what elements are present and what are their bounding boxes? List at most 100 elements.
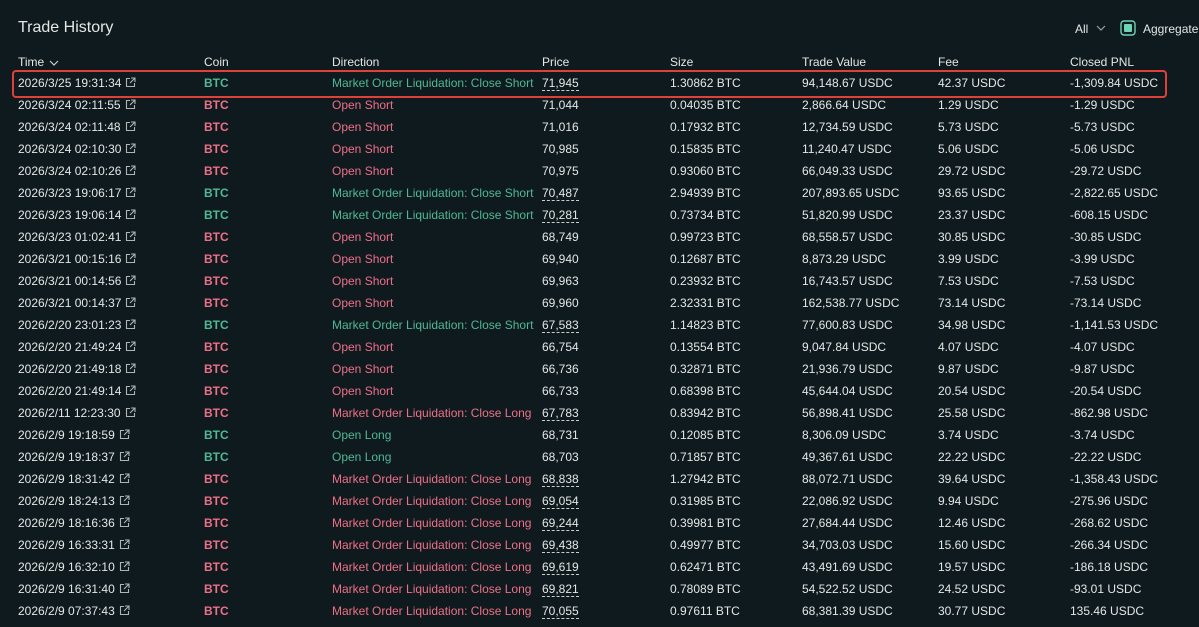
time: 2026/3/21 00:14:56	[18, 274, 122, 288]
time: 2026/3/24 02:10:26	[18, 164, 122, 178]
closed-pnl: -268.62 USDC	[1070, 516, 1149, 530]
direction: Open Short	[332, 252, 394, 266]
closed-pnl: -3.99 USDC	[1070, 252, 1135, 266]
fee: 15.60 USDC	[938, 538, 1006, 552]
coin: BTC	[204, 472, 229, 486]
column-header: Coin	[204, 55, 229, 69]
closed-pnl: -862.98 USDC	[1070, 406, 1149, 420]
filter-dropdown[interactable]: All	[1075, 22, 1089, 36]
external-link-icon[interactable]	[125, 121, 136, 132]
size: 2.94939 BTC	[670, 186, 741, 200]
external-link-icon[interactable]	[125, 253, 136, 264]
time: 2026/2/9 18:16:36	[18, 516, 115, 530]
time: 2026/3/21 00:15:16	[18, 252, 122, 266]
external-link-icon[interactable]	[119, 561, 130, 572]
fee: 7.53 USDC	[938, 274, 999, 288]
trade-value: 12,734.59 USDC	[802, 120, 893, 134]
closed-pnl: -3.74 USDC	[1070, 428, 1135, 442]
external-link-icon[interactable]	[119, 473, 130, 484]
size: 0.62471 BTC	[670, 560, 741, 574]
external-link-icon[interactable]	[119, 429, 130, 440]
price: 68,838	[542, 472, 579, 487]
external-link-icon[interactable]	[125, 99, 136, 110]
external-link-icon[interactable]	[125, 275, 136, 286]
external-link-icon[interactable]	[125, 319, 136, 330]
trade-value: 51,820.99 USDC	[802, 208, 893, 222]
size: 0.12085 BTC	[670, 428, 741, 442]
closed-pnl: -22.22 USDC	[1070, 450, 1142, 464]
closed-pnl: -29.72 USDC	[1070, 164, 1142, 178]
external-link-icon[interactable]	[119, 583, 130, 594]
coin: BTC	[204, 538, 229, 552]
direction: Open Short	[332, 142, 394, 156]
fee: 73.14 USDC	[938, 296, 1006, 310]
trade-value: 9,047.84 USDC	[802, 340, 887, 354]
closed-pnl: -20.54 USDC	[1070, 384, 1142, 398]
price: 71,044	[542, 98, 579, 112]
time: 2026/2/9 18:31:42	[18, 472, 115, 486]
external-link-icon[interactable]	[125, 77, 136, 88]
price: 71,016	[542, 120, 579, 134]
external-link-icon[interactable]	[119, 517, 130, 528]
trade-value: 66,049.33 USDC	[802, 164, 893, 178]
price: 68,703	[542, 450, 579, 464]
closed-pnl: -4.07 USDC	[1070, 340, 1135, 354]
time: 2026/2/9 16:33:31	[18, 538, 115, 552]
external-link-icon[interactable]	[125, 407, 136, 418]
closed-pnl: -73.14 USDC	[1070, 296, 1142, 310]
trade-value: 11,240.47 USDC	[802, 142, 892, 156]
coin: BTC	[204, 164, 229, 178]
coin: BTC	[204, 582, 229, 596]
external-link-icon[interactable]	[119, 605, 130, 616]
time: 2026/2/20 21:49:14	[18, 384, 122, 398]
trade-value: 22,086.92 USDC	[802, 494, 893, 508]
size: 0.68398 BTC	[670, 384, 741, 398]
external-link-icon[interactable]	[125, 297, 136, 308]
external-link-icon[interactable]	[125, 231, 136, 242]
sort-icon[interactable]	[49, 59, 59, 67]
external-link-icon[interactable]	[125, 187, 136, 198]
coin: BTC	[204, 120, 229, 134]
fee: 9.87 USDC	[938, 362, 999, 376]
fee: 34.98 USDC	[938, 318, 1006, 332]
external-link-icon[interactable]	[125, 385, 136, 396]
price: 66,733	[542, 384, 579, 398]
trade-value: 21,936.79 USDC	[802, 362, 893, 376]
size: 0.83942 BTC	[670, 406, 741, 420]
time: 2026/2/9 07:37:43	[18, 604, 115, 618]
direction: Open Short	[332, 230, 394, 244]
fee: 30.85 USDC	[938, 230, 1006, 244]
fee: 42.37 USDC	[938, 76, 1006, 90]
external-link-icon[interactable]	[125, 341, 136, 352]
external-link-icon[interactable]	[125, 165, 136, 176]
time: 2026/3/24 02:11:48	[18, 120, 121, 134]
external-link-icon[interactable]	[119, 495, 130, 506]
external-link-icon[interactable]	[119, 539, 130, 550]
time: 2026/3/25 19:31:34	[18, 76, 122, 90]
price: 69,821	[542, 582, 579, 597]
size: 0.93060 BTC	[670, 164, 741, 178]
direction: Market Order Liquidation: Close Short	[332, 186, 534, 200]
coin: BTC	[204, 142, 229, 156]
fee: 4.07 USDC	[938, 340, 999, 354]
direction: Market Order Liquidation: Close Long	[332, 516, 532, 530]
fee: 25.58 USDC	[938, 406, 1006, 420]
coin: BTC	[204, 230, 229, 244]
time: 2026/2/9 18:24:13	[18, 494, 115, 508]
fee: 29.72 USDC	[938, 164, 1006, 178]
external-link-icon[interactable]	[125, 143, 136, 154]
fee: 12.46 USDC	[938, 516, 1006, 530]
fee: 30.77 USDC	[938, 604, 1006, 618]
direction: Open Long	[332, 428, 392, 442]
size: 0.04035 BTC	[670, 98, 741, 112]
aggregate-checkbox[interactable]	[1120, 20, 1136, 36]
external-link-icon[interactable]	[125, 363, 136, 374]
size: 0.39981 BTC	[670, 516, 741, 530]
external-link-icon[interactable]	[125, 209, 136, 220]
direction: Market Order Liquidation: Close Long	[332, 560, 532, 574]
external-link-icon[interactable]	[119, 451, 130, 462]
panel-title: Trade History	[18, 19, 114, 36]
direction: Market Order Liquidation: Close Long	[332, 494, 532, 508]
fee: 20.54 USDC	[938, 384, 1006, 398]
direction: Market Order Liquidation: Close Short	[332, 318, 534, 332]
